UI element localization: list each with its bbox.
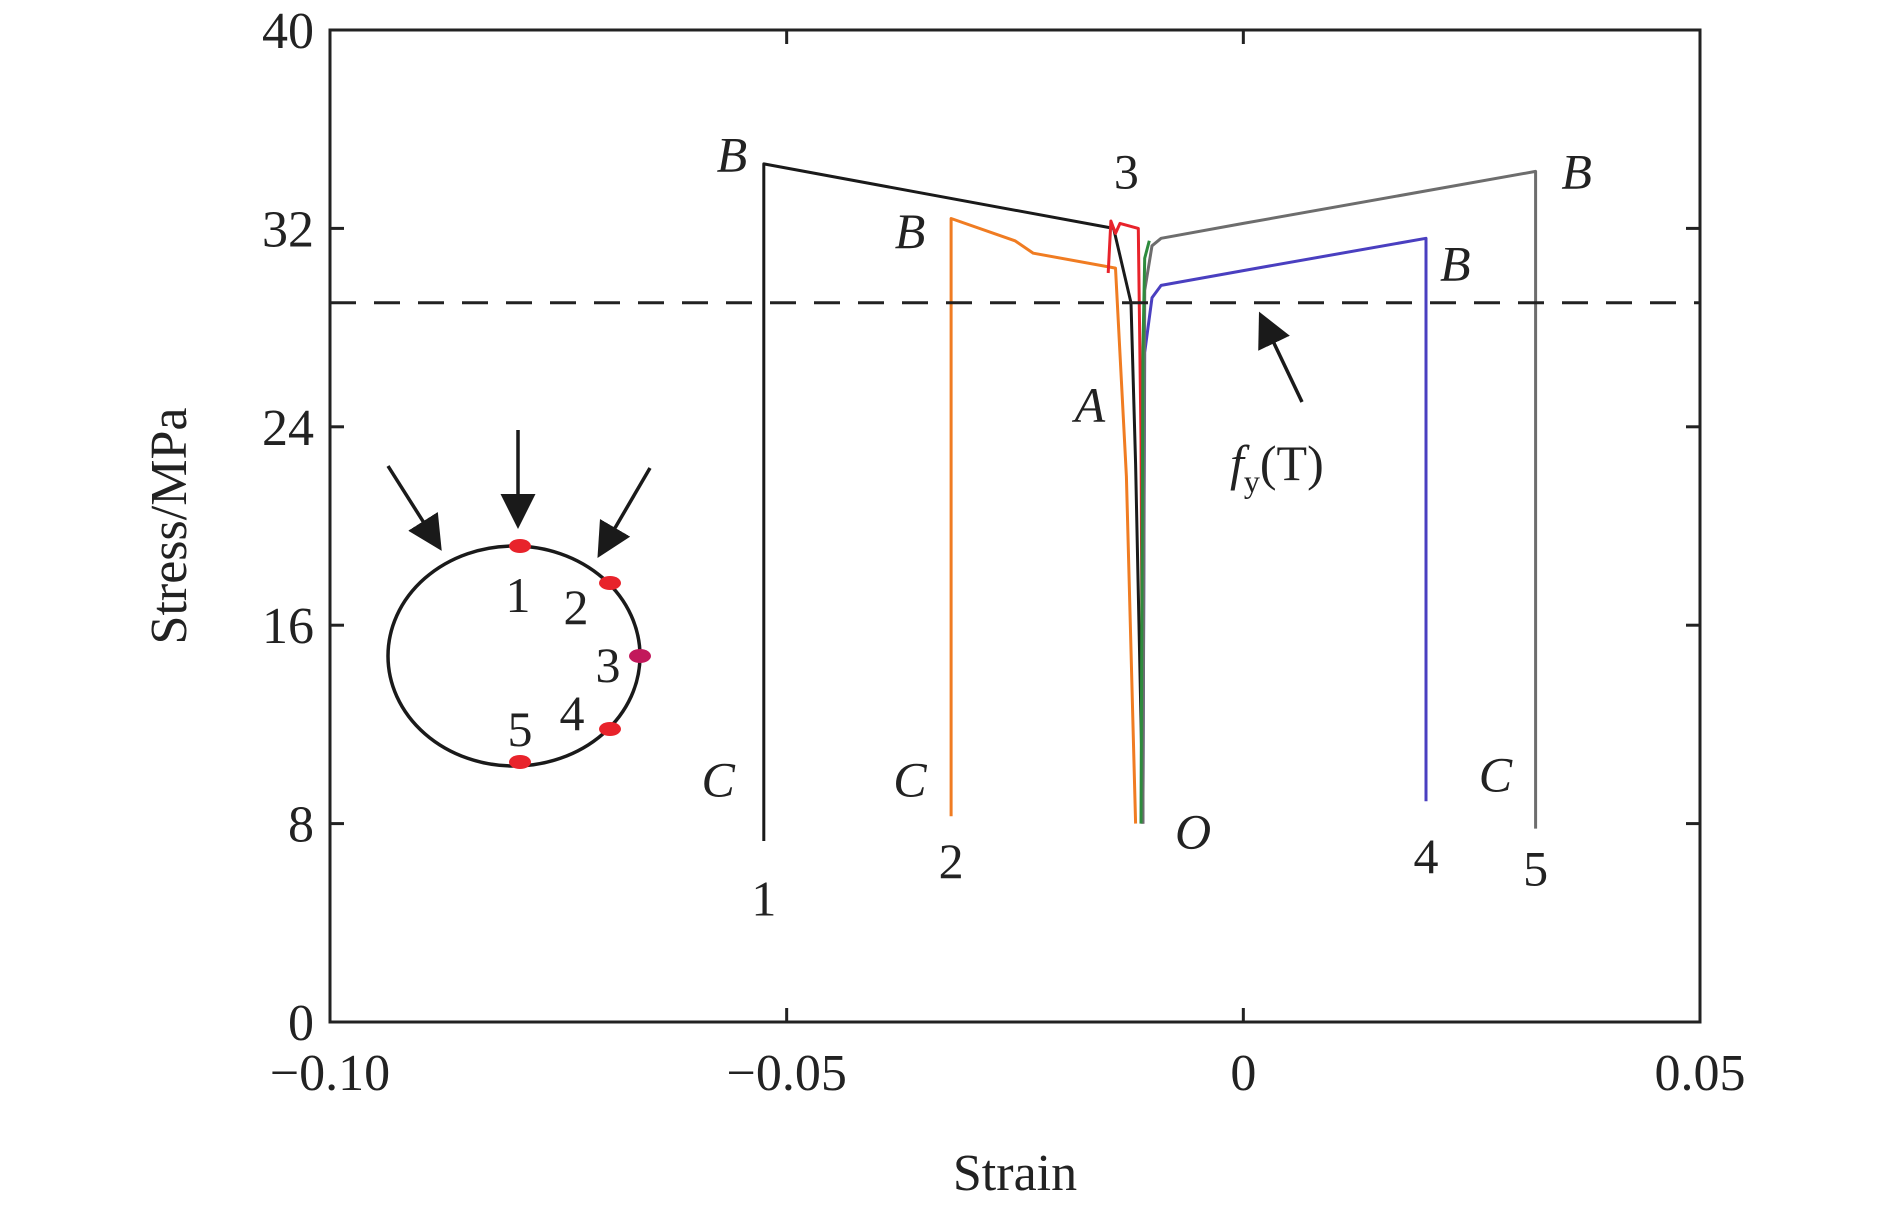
inset-point-2-label: 2 <box>564 579 589 635</box>
annotation-C-8: C <box>893 751 927 807</box>
annotation-C-9: C <box>1479 746 1513 802</box>
series-line-1 <box>762 162 1145 841</box>
load-arrow-left <box>386 465 442 551</box>
y-tick-label: 24 <box>262 400 314 457</box>
series-line-2 <box>949 217 1138 824</box>
x-tick-label: −0.10 <box>270 1045 390 1102</box>
annotation-5-13: 5 <box>1523 841 1548 897</box>
annotation-B-1: B <box>895 203 926 259</box>
plot-frame <box>328 28 1702 1024</box>
series-line-5 <box>1141 169 1538 829</box>
y-tick-label: 8 <box>288 797 314 854</box>
inset-point-1-marker <box>509 539 531 553</box>
annotation-B-0: B <box>717 126 748 182</box>
y-tick-label: 0 <box>288 995 314 1052</box>
x-axis-title: Strain <box>953 1145 1077 1202</box>
reference-line-label: fy(T) <box>1230 435 1324 499</box>
y-tick-label: 40 <box>262 3 314 60</box>
reference-label-sub: y <box>1244 463 1260 499</box>
inset-point-3-marker <box>629 649 651 663</box>
series-layer <box>762 162 1538 841</box>
y-tick-label: 16 <box>262 598 314 655</box>
reference-label-arg: (T) <box>1260 435 1324 491</box>
annotation-B-3: B <box>1440 235 1471 291</box>
annotation-3-4: 3 <box>1114 144 1139 200</box>
load-arrow-right <box>597 467 652 559</box>
inset-point-4-label: 4 <box>560 685 585 741</box>
annotation-B-2: B <box>1561 144 1592 200</box>
annotation-C-7: C <box>701 751 735 807</box>
inset-point-5-marker <box>509 755 531 769</box>
y-axis-title: Stress/MPa <box>141 408 198 645</box>
annotation-O-6: O <box>1175 803 1211 859</box>
inset-point-4-marker <box>599 722 621 736</box>
inset-point-2-marker <box>599 576 621 590</box>
reference-pointer-arrow <box>1258 311 1304 403</box>
inset-point-5-label: 5 <box>508 701 533 757</box>
annotation-4-12: 4 <box>1414 828 1439 884</box>
x-tick-label: 0 <box>1230 1045 1256 1102</box>
x-tick-label: 0.05 <box>1655 1045 1746 1102</box>
annotation-layer: B B B B 3 A O C C C 1 2 4 5 <box>701 126 1591 926</box>
annotation-1-10: 1 <box>751 870 776 926</box>
annotation-2-11: 2 <box>939 833 964 889</box>
series-line-unlabeled-5 <box>1139 240 1151 824</box>
annotation-A-5: A <box>1072 377 1106 433</box>
cross-section-inset: 1 2 3 4 5 <box>386 430 652 769</box>
y-tick-label: 32 <box>262 201 314 258</box>
inset-point-1-label: 1 <box>506 567 531 623</box>
series-line-4 <box>1141 236 1428 824</box>
x-tick-label: −0.05 <box>727 1045 847 1102</box>
inset-point-3-label: 3 <box>596 637 621 693</box>
series-line-3 <box>1106 219 1145 824</box>
